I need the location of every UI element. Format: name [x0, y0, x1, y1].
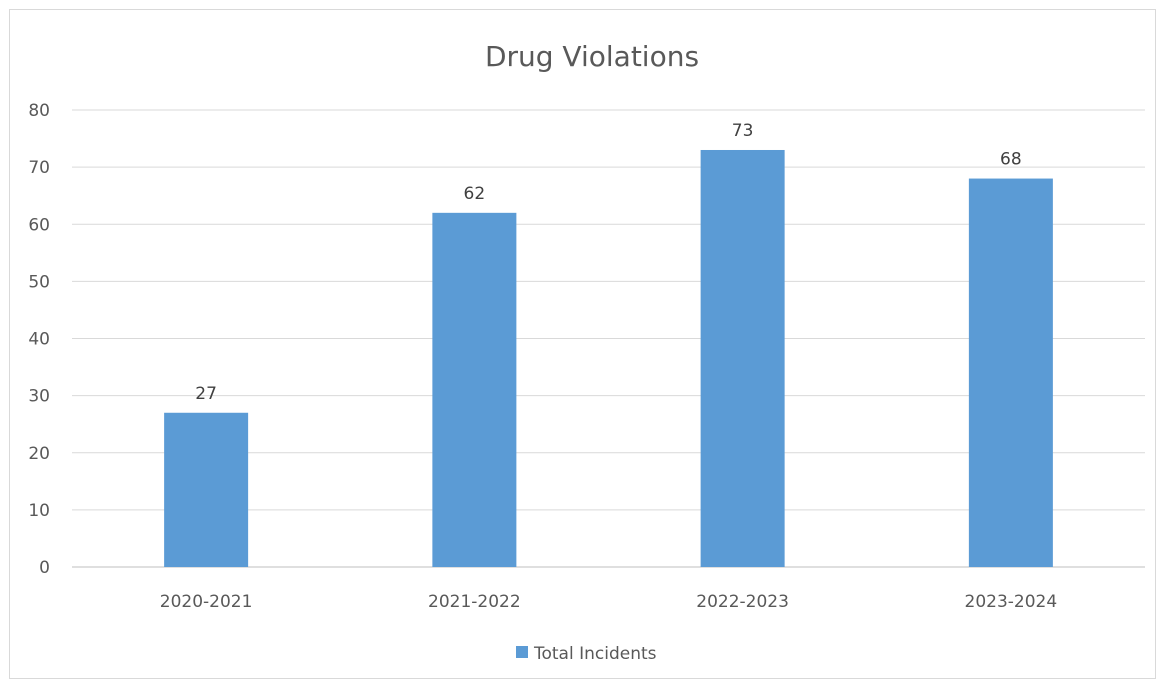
data-label: 68	[1000, 150, 1022, 170]
bar	[968, 178, 1053, 568]
y-tick-label: 50	[28, 272, 50, 292]
data-label: 62	[464, 184, 486, 204]
bar	[700, 149, 785, 568]
legend-label: Total Incidents	[533, 644, 657, 664]
bar	[164, 412, 249, 567]
y-tick-label: 30	[28, 387, 50, 407]
y-tick-label: 20	[28, 444, 50, 464]
y-tick-label: 0	[39, 558, 50, 578]
y-tick-label: 40	[28, 330, 50, 350]
x-axis-ticks: 2020-2021 2021-2022 2022-2023 2023-2024	[160, 592, 1057, 612]
bars: 27 62 73 68	[164, 121, 1053, 568]
legend-swatch	[516, 646, 528, 658]
data-label: 27	[195, 384, 217, 404]
y-tick-label: 70	[28, 158, 50, 178]
gridlines	[72, 109, 1145, 568]
y-tick-label: 60	[28, 215, 50, 235]
legend: Total Incidents	[516, 644, 657, 664]
x-tick-label: 2023-2024	[965, 592, 1058, 612]
x-tick-label: 2020-2021	[160, 592, 253, 612]
bar	[432, 212, 517, 567]
chart-title: Drug Violations	[485, 40, 699, 73]
x-tick-label: 2021-2022	[428, 592, 521, 612]
y-tick-label: 80	[28, 101, 50, 121]
y-tick-label: 10	[28, 501, 50, 521]
data-label: 73	[732, 121, 754, 141]
x-tick-label: 2022-2023	[696, 592, 789, 612]
y-axis-ticks: 0 10 20 30 40 50 60 70 80	[28, 101, 50, 578]
